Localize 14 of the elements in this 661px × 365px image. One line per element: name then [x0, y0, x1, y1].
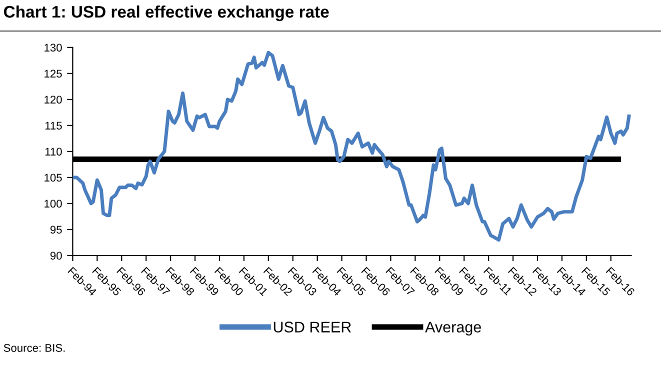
chart-title: Chart 1: USD real effective exchange rate: [4, 5, 329, 22]
y-tick-label: 105: [44, 174, 62, 182]
y-tick-label: 90: [50, 252, 62, 260]
y-tick-label: 130: [44, 44, 62, 52]
y-tick-label: 125: [44, 70, 62, 78]
legend-label: Average: [425, 322, 481, 336]
y-tick-label: 95: [50, 226, 62, 234]
y-tick-label: 110: [45, 148, 62, 156]
y-tick-label: 115: [45, 122, 62, 130]
y-tick-label: 120: [44, 96, 62, 104]
y-tick-label: 100: [44, 200, 62, 208]
legend-label: USD REER: [274, 322, 351, 332]
source-note: Source: BIS.: [4, 344, 65, 352]
line-series: [72, 50, 631, 242]
